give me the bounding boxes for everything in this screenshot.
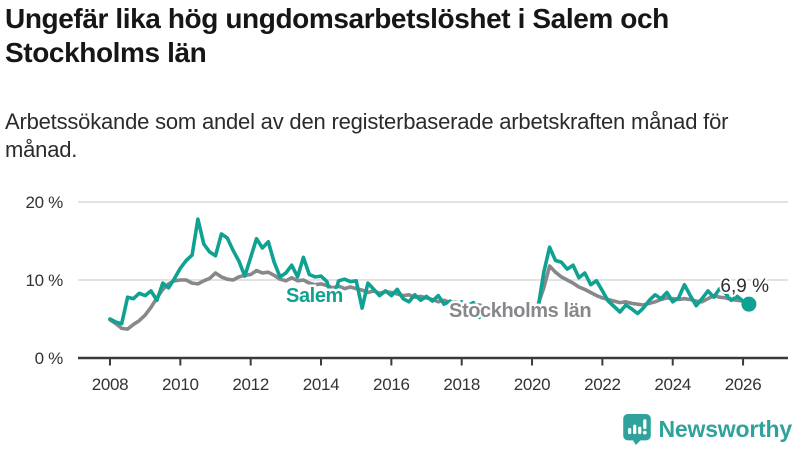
bar-chart-speech-bubble-icon <box>622 414 651 445</box>
x-axis-label: 2024 <box>654 375 691 394</box>
chart-subtitle: Arbetssökande som andel av den registerb… <box>5 109 729 163</box>
chart-title: Ungefär lika hög ungdomsarbetslöshet i S… <box>5 3 669 69</box>
stockholm-series-label: Stockholms län <box>449 300 591 322</box>
x-axis-label: 2010 <box>162 375 199 394</box>
y-axis-label: 10 % <box>25 271 63 290</box>
salem-end-dot <box>741 296 757 312</box>
x-axis-label: 2026 <box>725 375 762 394</box>
x-axis-label: 2016 <box>373 375 410 394</box>
x-axis-label: 2018 <box>443 375 480 394</box>
x-axis-label: 2012 <box>232 375 269 394</box>
chart-header: Ungefär lika hög ungdomsarbetslöshet i S… <box>5 2 793 70</box>
speech-bubble-shape <box>622 414 651 445</box>
x-axis-label: 2008 <box>92 375 129 394</box>
bar-chart-glyph <box>627 419 647 435</box>
y-axis-label: 20 % <box>25 193 63 212</box>
newsworthy-branding: Newsworthy <box>622 414 793 445</box>
salem-line <box>108 217 751 326</box>
x-axis-label: 2022 <box>584 375 621 394</box>
salem-series-label: Salem <box>286 285 343 307</box>
x-axis-label: 2014 <box>303 375 340 394</box>
x-axis-label: 2020 <box>514 375 551 394</box>
y-axis-label: 0 % <box>35 349 64 368</box>
end-value-label: 6,9 % <box>720 276 769 297</box>
newsworthy-logo-text: Newsworthy <box>658 416 793 442</box>
